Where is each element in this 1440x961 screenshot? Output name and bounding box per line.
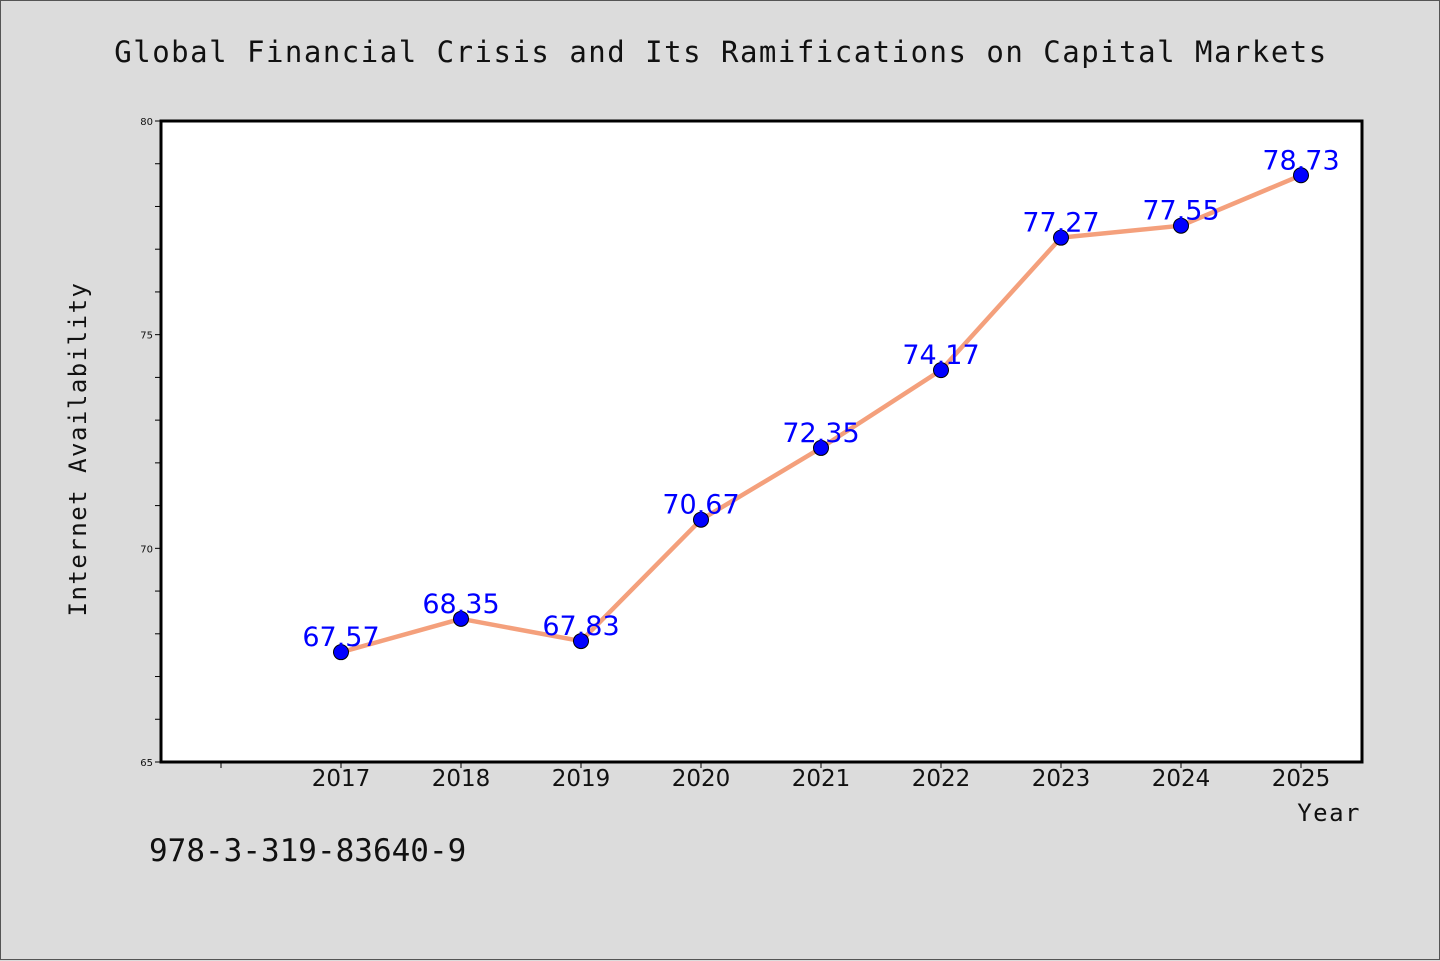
data-label: 77.55: [1142, 196, 1219, 227]
x-tick-label: 2025: [1272, 766, 1331, 792]
x-tick-label: 2019: [552, 766, 611, 792]
data-point: [693, 511, 709, 528]
y-tick-label: 75: [140, 331, 153, 342]
data-point: [933, 362, 949, 379]
footer-code: 978-3-319-83640-9: [149, 833, 467, 869]
x-tick-label: 2023: [1032, 766, 1091, 792]
data-point: [813, 439, 829, 456]
x-tick-label: 2020: [672, 766, 731, 792]
data-label: 74.17: [902, 340, 979, 371]
data-point: [1053, 229, 1069, 246]
data-point: [573, 633, 589, 650]
y-tick-label: 65: [140, 758, 153, 769]
x-tick-label: 2017: [312, 766, 371, 792]
data-label: 67.57: [302, 622, 379, 653]
x-tick-label: 2024: [1152, 766, 1211, 792]
x-tick-label: 2021: [792, 766, 851, 792]
data-label: 78.73: [1262, 145, 1339, 176]
data-label: 72.35: [782, 418, 859, 449]
data-label: 70.67: [662, 490, 739, 521]
y-tick-label: 80: [140, 117, 153, 128]
data-point: [1293, 167, 1309, 184]
y-axis: 65 70 75 80: [140, 117, 161, 769]
x-axis: 2017 2018 2019 2020 2021 2022 2023 2024 2025: [220, 762, 1331, 792]
x-tick-label: 2018: [432, 766, 491, 792]
series-layer: 67.57 68.35 67.83 70.67 72.35 74.17 77.27 77.55…: [302, 145, 1340, 661]
data-label: 77.27: [1022, 208, 1099, 239]
chart-title: Global Financial Crisis and Its Ramifica…: [114, 35, 1328, 69]
y-axis-title: Internet Availability: [64, 282, 92, 617]
x-tick-label: 2022: [912, 766, 971, 792]
data-label: 68.35: [422, 589, 499, 620]
data-point: [453, 610, 469, 627]
data-point: [333, 644, 349, 661]
data-point: [1173, 217, 1189, 234]
x-axis-title: Year: [1297, 799, 1361, 827]
data-label: 67.83: [542, 611, 619, 642]
y-tick-label: 70: [140, 544, 153, 555]
